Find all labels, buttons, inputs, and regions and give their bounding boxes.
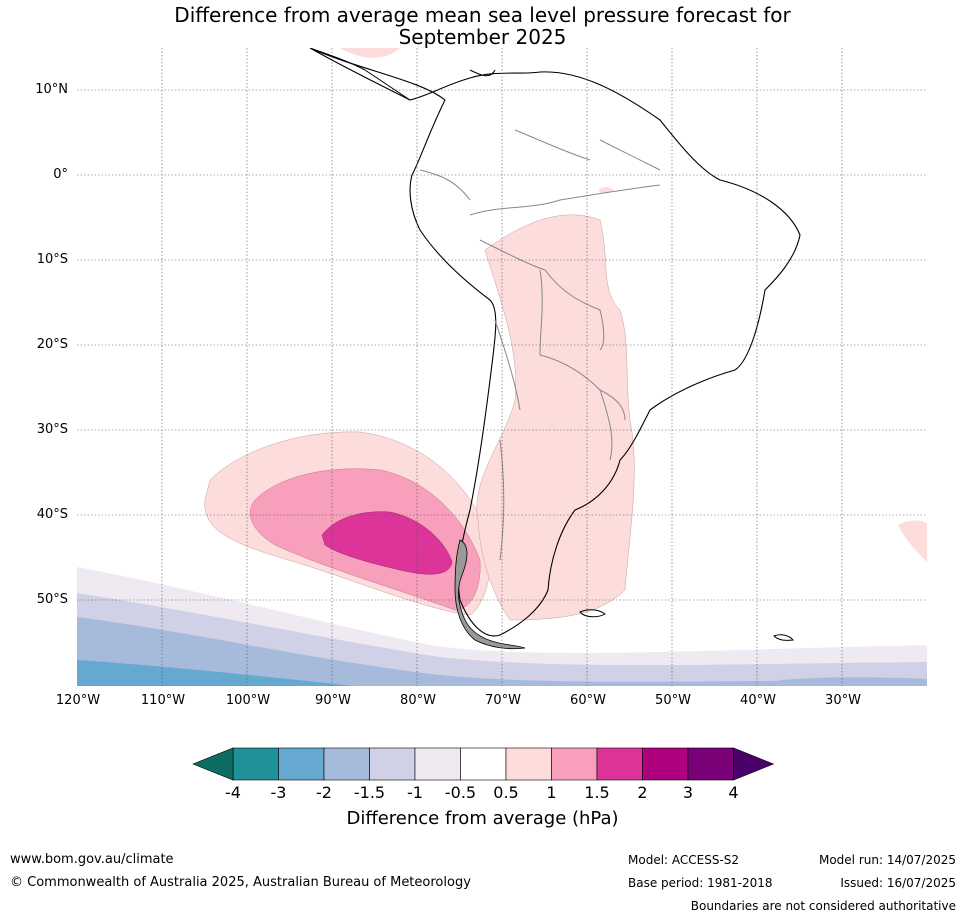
colorbar-tick-label: 2 (637, 783, 648, 802)
colorbar-tick-label: 1 (546, 783, 557, 802)
anomaly-band-minus-2b (780, 677, 927, 686)
chilean-archipelago (454, 539, 526, 650)
colorbar-tick-label: -1.5 (353, 783, 386, 802)
colorbar-tick-label: 1.5 (584, 783, 610, 802)
colorbar-tick-label: 4 (728, 783, 739, 802)
colorbar-swatch (414, 747, 461, 781)
colorbar-swatch (460, 747, 507, 781)
base-period: Base period: 1981-2018 (628, 876, 773, 890)
lon-label-100w: 100°W (225, 693, 271, 708)
colorbar-swatch (278, 747, 325, 781)
colorbar-title: Difference from average (hPa) (346, 808, 619, 829)
lon-label-30w: 30°W (825, 693, 861, 708)
anomaly-continent-0.5 (476, 214, 635, 621)
colorbar-swatch (642, 747, 689, 781)
lon-label-70w: 70°W (485, 693, 521, 708)
lon-label-40w: 40°W (740, 693, 776, 708)
issued-date: Issued: 16/07/2025 (840, 876, 956, 890)
south-america-coastline (309, 48, 801, 637)
colorbar-swatch (505, 747, 552, 781)
lat-label-0: 0° (53, 167, 68, 182)
colorbar-tick-label: 3 (682, 783, 694, 802)
colorbar-tick-label: -4 (225, 783, 241, 802)
lon-label-80w: 80°W (400, 693, 436, 708)
country-borders (419, 129, 661, 561)
colorbar (192, 747, 775, 781)
website-link[interactable]: www.bom.gov.au/climate (10, 852, 174, 867)
lat-label-30s: 30°S (36, 422, 68, 437)
map-title: Difference from average mean sea level p… (0, 4, 965, 48)
lat-label-10n: 10°N (35, 82, 68, 97)
anomaly-east-patch (898, 520, 927, 562)
copyright-text: © Commonwealth of Australia 2025, Austra… (10, 875, 471, 890)
model-name: Model: ACCESS-S2 (628, 853, 740, 867)
colorbar-tick-label: -1 (407, 783, 423, 802)
colorbar-tick-label: -2 (316, 783, 332, 802)
colorbar-over-arrow (733, 747, 775, 781)
colorbar-swatch (369, 747, 416, 781)
map-area (77, 48, 927, 686)
falkland-islands (579, 609, 606, 618)
south-georgia (773, 634, 794, 641)
colorbar-tick-label: -3 (270, 783, 287, 802)
colorbar-swatch (596, 747, 643, 781)
map-title-line1: Difference from average mean sea level p… (174, 3, 791, 27)
lat-label-50s: 50°S (36, 592, 68, 607)
colorbar-under-arrow (192, 747, 234, 781)
central-america-coastline (309, 48, 496, 101)
colorbar-tick-label: 0.5 (493, 783, 519, 802)
colorbar-tick-label: -0.5 (444, 783, 477, 802)
boundaries-disclaimer: Boundaries are not considered authoritat… (690, 899, 956, 913)
anomaly-north-patch (340, 48, 400, 58)
lat-label-40s: 40°S (36, 507, 68, 522)
lat-label-20s: 20°S (36, 337, 68, 352)
colorbar-swatch (551, 747, 598, 781)
map-title-line2: September 2025 (398, 25, 567, 49)
lat-label-10s: 10°S (36, 252, 68, 267)
colorbar-swatch (687, 747, 734, 781)
anomaly-band-minus-2 (77, 660, 354, 686)
lon-label-110w: 110°W (140, 693, 186, 708)
colorbar-swatch (232, 747, 279, 781)
anomaly-high-1.5 (321, 511, 453, 575)
lon-label-60w: 60°W (570, 693, 606, 708)
lon-label-50w: 50°W (655, 693, 691, 708)
model-run-date: Model run: 14/07/2025 (818, 853, 956, 867)
anomaly-band-minus-1.5 (77, 617, 927, 686)
colorbar-swatch (323, 747, 370, 781)
lon-label-90w: 90°W (315, 693, 351, 708)
lon-label-120w: 120°W (55, 693, 101, 708)
graticule (77, 48, 927, 686)
